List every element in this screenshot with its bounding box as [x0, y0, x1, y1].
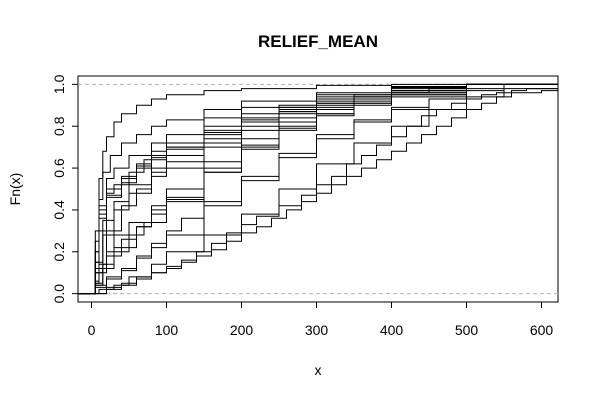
- series-line-9: [78, 83, 558, 295]
- y-axis-label: Fn(x): [7, 173, 23, 206]
- series-line-4: [78, 83, 558, 295]
- x-axis: 0 100 200 300 400 500 600: [88, 302, 554, 338]
- x-tick-label-2: 200: [230, 322, 254, 338]
- x-tick-label-6: 600: [530, 322, 554, 338]
- y-tick-label-3: 0.6: [51, 158, 67, 178]
- series-line-17: [78, 88, 558, 295]
- series-line-16: [78, 88, 558, 295]
- series-line-7: [78, 83, 558, 295]
- x-tick-label-5: 500: [455, 322, 479, 338]
- y-axis: 0.0 0.2 0.4 0.6 0.8 1.0: [51, 74, 78, 303]
- y-tick-label-1: 0.2: [51, 242, 67, 262]
- x-tick-label-1: 100: [155, 322, 179, 338]
- x-tick-label-4: 400: [380, 322, 404, 338]
- series-line-15: [78, 83, 558, 295]
- plot-frame: [77, 75, 559, 303]
- y-tick-label-2: 0.4: [51, 200, 67, 220]
- chart-title: RELIEF_MEAN: [258, 32, 378, 51]
- x-tick-label-0: 0: [88, 322, 96, 338]
- x-axis-label: x: [315, 362, 322, 378]
- x-tick-label-3: 300: [305, 322, 329, 338]
- series-line-18: [78, 90, 558, 295]
- y-tick-label-0: 0.0: [51, 284, 67, 304]
- y-tick-label-4: 0.8: [51, 116, 67, 136]
- series-group: [78, 83, 558, 295]
- y-tick-label-5: 1.0: [51, 74, 67, 94]
- series-line-12: [78, 83, 558, 295]
